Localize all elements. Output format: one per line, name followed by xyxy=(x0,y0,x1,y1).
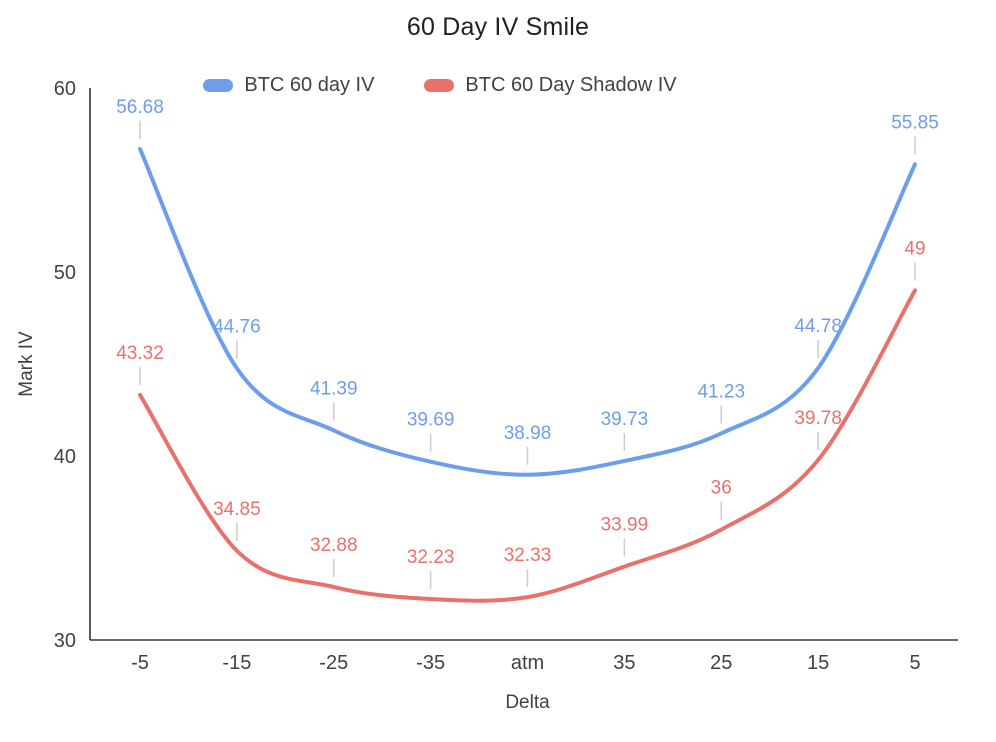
data-label: 34.85 xyxy=(213,499,261,520)
data-label: 49 xyxy=(904,238,925,259)
y-tick-label: 30 xyxy=(54,630,76,652)
y-axis-title: Mark IV xyxy=(16,331,37,397)
data-label: 39.78 xyxy=(794,408,842,429)
data-label: 44.76 xyxy=(213,316,261,337)
data-label: 43.32 xyxy=(116,343,164,364)
data-label: 41.39 xyxy=(310,378,358,399)
legend-swatch-blue xyxy=(203,79,234,92)
legend-item-btc-60-day-iv: BTC 60 day IV xyxy=(203,74,374,97)
data-label: 32.33 xyxy=(504,545,552,566)
chart-title: 60 Day IV Smile xyxy=(406,13,590,41)
data-label: 38.98 xyxy=(504,423,552,444)
x-tick-label: -5 xyxy=(131,652,149,674)
data-label: 32.23 xyxy=(407,547,455,568)
x-tick-label: 15 xyxy=(807,652,829,674)
legend-label: BTC 60 Day Shadow IV xyxy=(465,74,677,96)
y-tick-label: 60 xyxy=(54,78,76,100)
x-tick-label: -35 xyxy=(416,652,445,674)
data-label: 44.78 xyxy=(794,316,842,337)
legend-swatch-red xyxy=(424,79,455,92)
data-label: 32.88 xyxy=(310,535,358,556)
legend-item-btc-60-day-shadow-iv: BTC 60 Day Shadow IV xyxy=(424,74,677,97)
y-tick-label: 50 xyxy=(54,262,76,284)
series-line-1 xyxy=(138,288,917,603)
data-label: 56.68 xyxy=(116,97,164,118)
data-label: 55.85 xyxy=(891,112,939,133)
data-label: 41.23 xyxy=(697,381,745,402)
legend: BTC 60 day IV BTC 60 Day Shadow IV xyxy=(0,74,938,97)
data-label: 36 xyxy=(711,478,732,499)
x-axis-title: Delta xyxy=(505,692,550,713)
x-tick-label: 5 xyxy=(909,652,920,674)
x-tick-label: 35 xyxy=(613,652,635,674)
y-tick-label: 40 xyxy=(54,446,76,468)
x-tick-label: -15 xyxy=(222,652,251,674)
x-tick-label: -25 xyxy=(319,652,348,674)
data-label: 33.99 xyxy=(601,515,649,536)
series-line-0 xyxy=(138,147,917,477)
data-label: 39.73 xyxy=(601,409,649,430)
x-tick-label: atm xyxy=(511,652,544,674)
data-label: 39.69 xyxy=(407,410,455,431)
legend-label: BTC 60 day IV xyxy=(244,74,375,96)
x-tick-label: 25 xyxy=(710,652,732,674)
